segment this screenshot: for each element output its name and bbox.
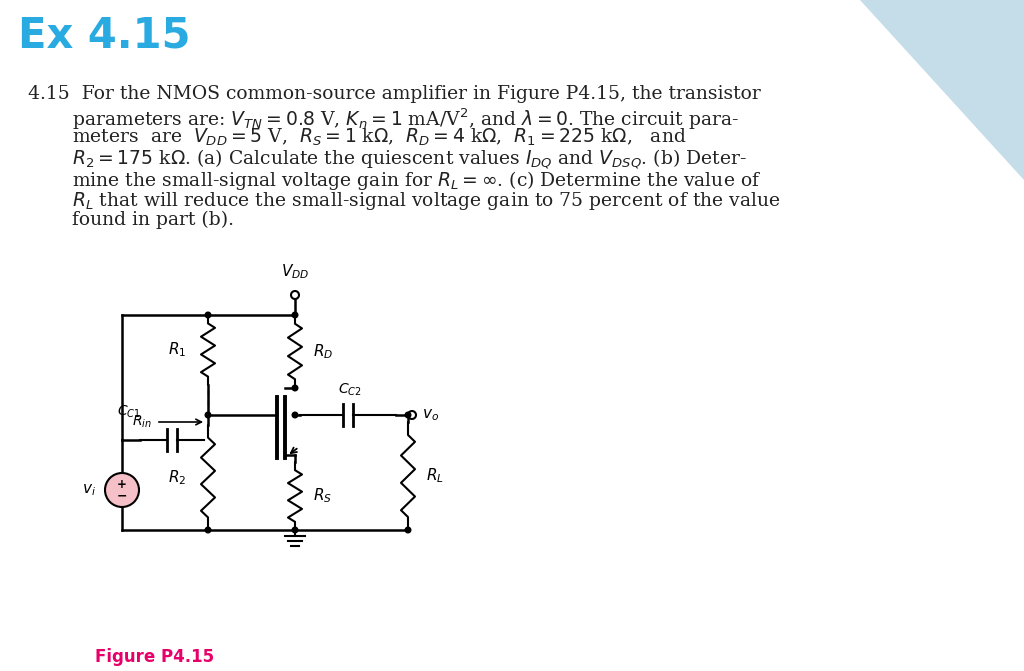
Circle shape bbox=[292, 527, 298, 533]
Circle shape bbox=[292, 385, 298, 391]
Text: Ex 4.15: Ex 4.15 bbox=[18, 15, 190, 57]
Text: $R_S$: $R_S$ bbox=[313, 486, 332, 505]
Text: Figure P4.15: Figure P4.15 bbox=[95, 648, 214, 666]
Circle shape bbox=[406, 412, 411, 418]
Text: $C_{C2}$: $C_{C2}$ bbox=[338, 382, 361, 398]
Text: $v_i$: $v_i$ bbox=[82, 482, 96, 498]
Text: $R_{in}$: $R_{in}$ bbox=[132, 414, 152, 430]
Text: found in part (b).: found in part (b). bbox=[72, 211, 234, 229]
Text: $R_2$: $R_2$ bbox=[168, 468, 186, 487]
Text: $v_o$: $v_o$ bbox=[422, 407, 439, 423]
Text: $R_L$ that will reduce the small-signal voltage gain to 75 percent of the value: $R_L$ that will reduce the small-signal … bbox=[72, 190, 780, 212]
Circle shape bbox=[408, 411, 416, 419]
Circle shape bbox=[292, 312, 298, 318]
Circle shape bbox=[205, 412, 211, 418]
Text: $R_D$: $R_D$ bbox=[313, 342, 333, 361]
Text: meters  are  $V_{DD} = 5$ V,  $R_S = 1$ k$\Omega$,  $R_D = 4$ k$\Omega$,  $R_1 =: meters are $V_{DD} = 5$ V, $R_S = 1$ k$\… bbox=[72, 127, 686, 148]
Polygon shape bbox=[860, 0, 1024, 180]
Text: mine the small-signal voltage gain for $R_L = \infty$. (c) Determine the value o: mine the small-signal voltage gain for $… bbox=[72, 169, 762, 192]
Text: parameters are: $V_{TN} = 0.8$ V, $K_n = 1$ mA/V$^2$, and $\lambda = 0$. The cir: parameters are: $V_{TN} = 0.8$ V, $K_n =… bbox=[72, 106, 739, 132]
Circle shape bbox=[292, 412, 298, 418]
Text: $R_1$: $R_1$ bbox=[168, 341, 186, 360]
Circle shape bbox=[291, 291, 299, 299]
Text: 4.15  For the NMOS common-source amplifier in Figure P4.15, the transistor: 4.15 For the NMOS common-source amplifie… bbox=[28, 85, 761, 103]
Text: −: − bbox=[117, 490, 127, 503]
Text: $R_2 = 175$ k$\Omega$. (a) Calculate the quiescent values $I_{DQ}$ and $V_{DSQ}$: $R_2 = 175$ k$\Omega$. (a) Calculate the… bbox=[72, 148, 746, 171]
Circle shape bbox=[406, 527, 411, 533]
Circle shape bbox=[105, 473, 139, 507]
Text: $R_L$: $R_L$ bbox=[426, 466, 443, 485]
Circle shape bbox=[205, 527, 211, 533]
Circle shape bbox=[205, 312, 211, 318]
Text: $V_{DD}$: $V_{DD}$ bbox=[281, 262, 309, 281]
Text: +: + bbox=[117, 478, 127, 491]
Text: $C_{C1}$: $C_{C1}$ bbox=[117, 403, 140, 420]
